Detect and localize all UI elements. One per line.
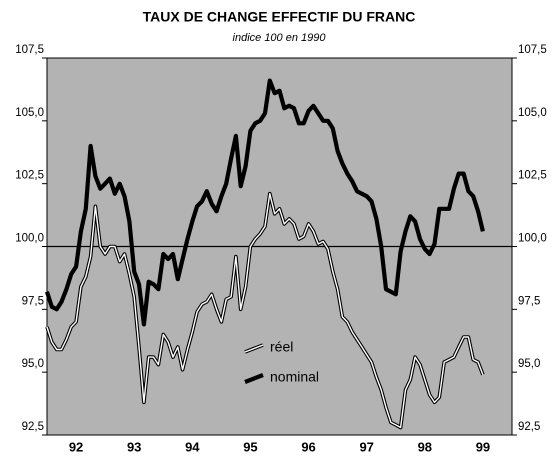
y2-tick-label: 97,5 xyxy=(518,295,540,307)
legend-label: nominal xyxy=(270,369,319,385)
y-tick-label: 107,5 xyxy=(15,44,44,56)
series-line xyxy=(44,78,485,327)
x-tick-label: 96 xyxy=(301,439,315,454)
y2-tick-label: 107,5 xyxy=(518,44,547,56)
legend-swatch xyxy=(244,344,264,353)
legend-swatch xyxy=(244,373,264,384)
chart-subtitle: indice 100 en 1990 xyxy=(233,32,327,44)
y2-tick-label: 102,5 xyxy=(518,170,547,182)
x-tick-label: 97 xyxy=(359,439,373,454)
series-line xyxy=(46,192,484,429)
y2-tick-label: 95,0 xyxy=(518,358,540,370)
y-tick-label: 102,5 xyxy=(15,170,44,182)
y-tick-label: 92,5 xyxy=(22,421,44,433)
x-tick-label: 98 xyxy=(418,439,432,454)
y2-tick-label: 92,5 xyxy=(518,421,540,433)
y-tick-label: 100,0 xyxy=(15,233,44,245)
y2-tick-label: 105,0 xyxy=(518,107,547,119)
y-tick-label: 97,5 xyxy=(22,295,44,307)
legend-label: réel xyxy=(270,339,293,355)
x-tick-label: 92 xyxy=(69,439,83,454)
y2-tick-label: 100,0 xyxy=(518,233,547,245)
chart-title: TAUX DE CHANGE EFFECTIF DU FRANC xyxy=(143,9,416,25)
x-tick-label: 93 xyxy=(127,439,141,454)
y-tick-label: 105,0 xyxy=(15,107,44,119)
x-tick-label: 94 xyxy=(185,439,200,454)
x-tick-label: 95 xyxy=(243,439,257,454)
y-tick-label: 95,0 xyxy=(22,358,44,370)
x-tick-label: 99 xyxy=(476,439,490,454)
